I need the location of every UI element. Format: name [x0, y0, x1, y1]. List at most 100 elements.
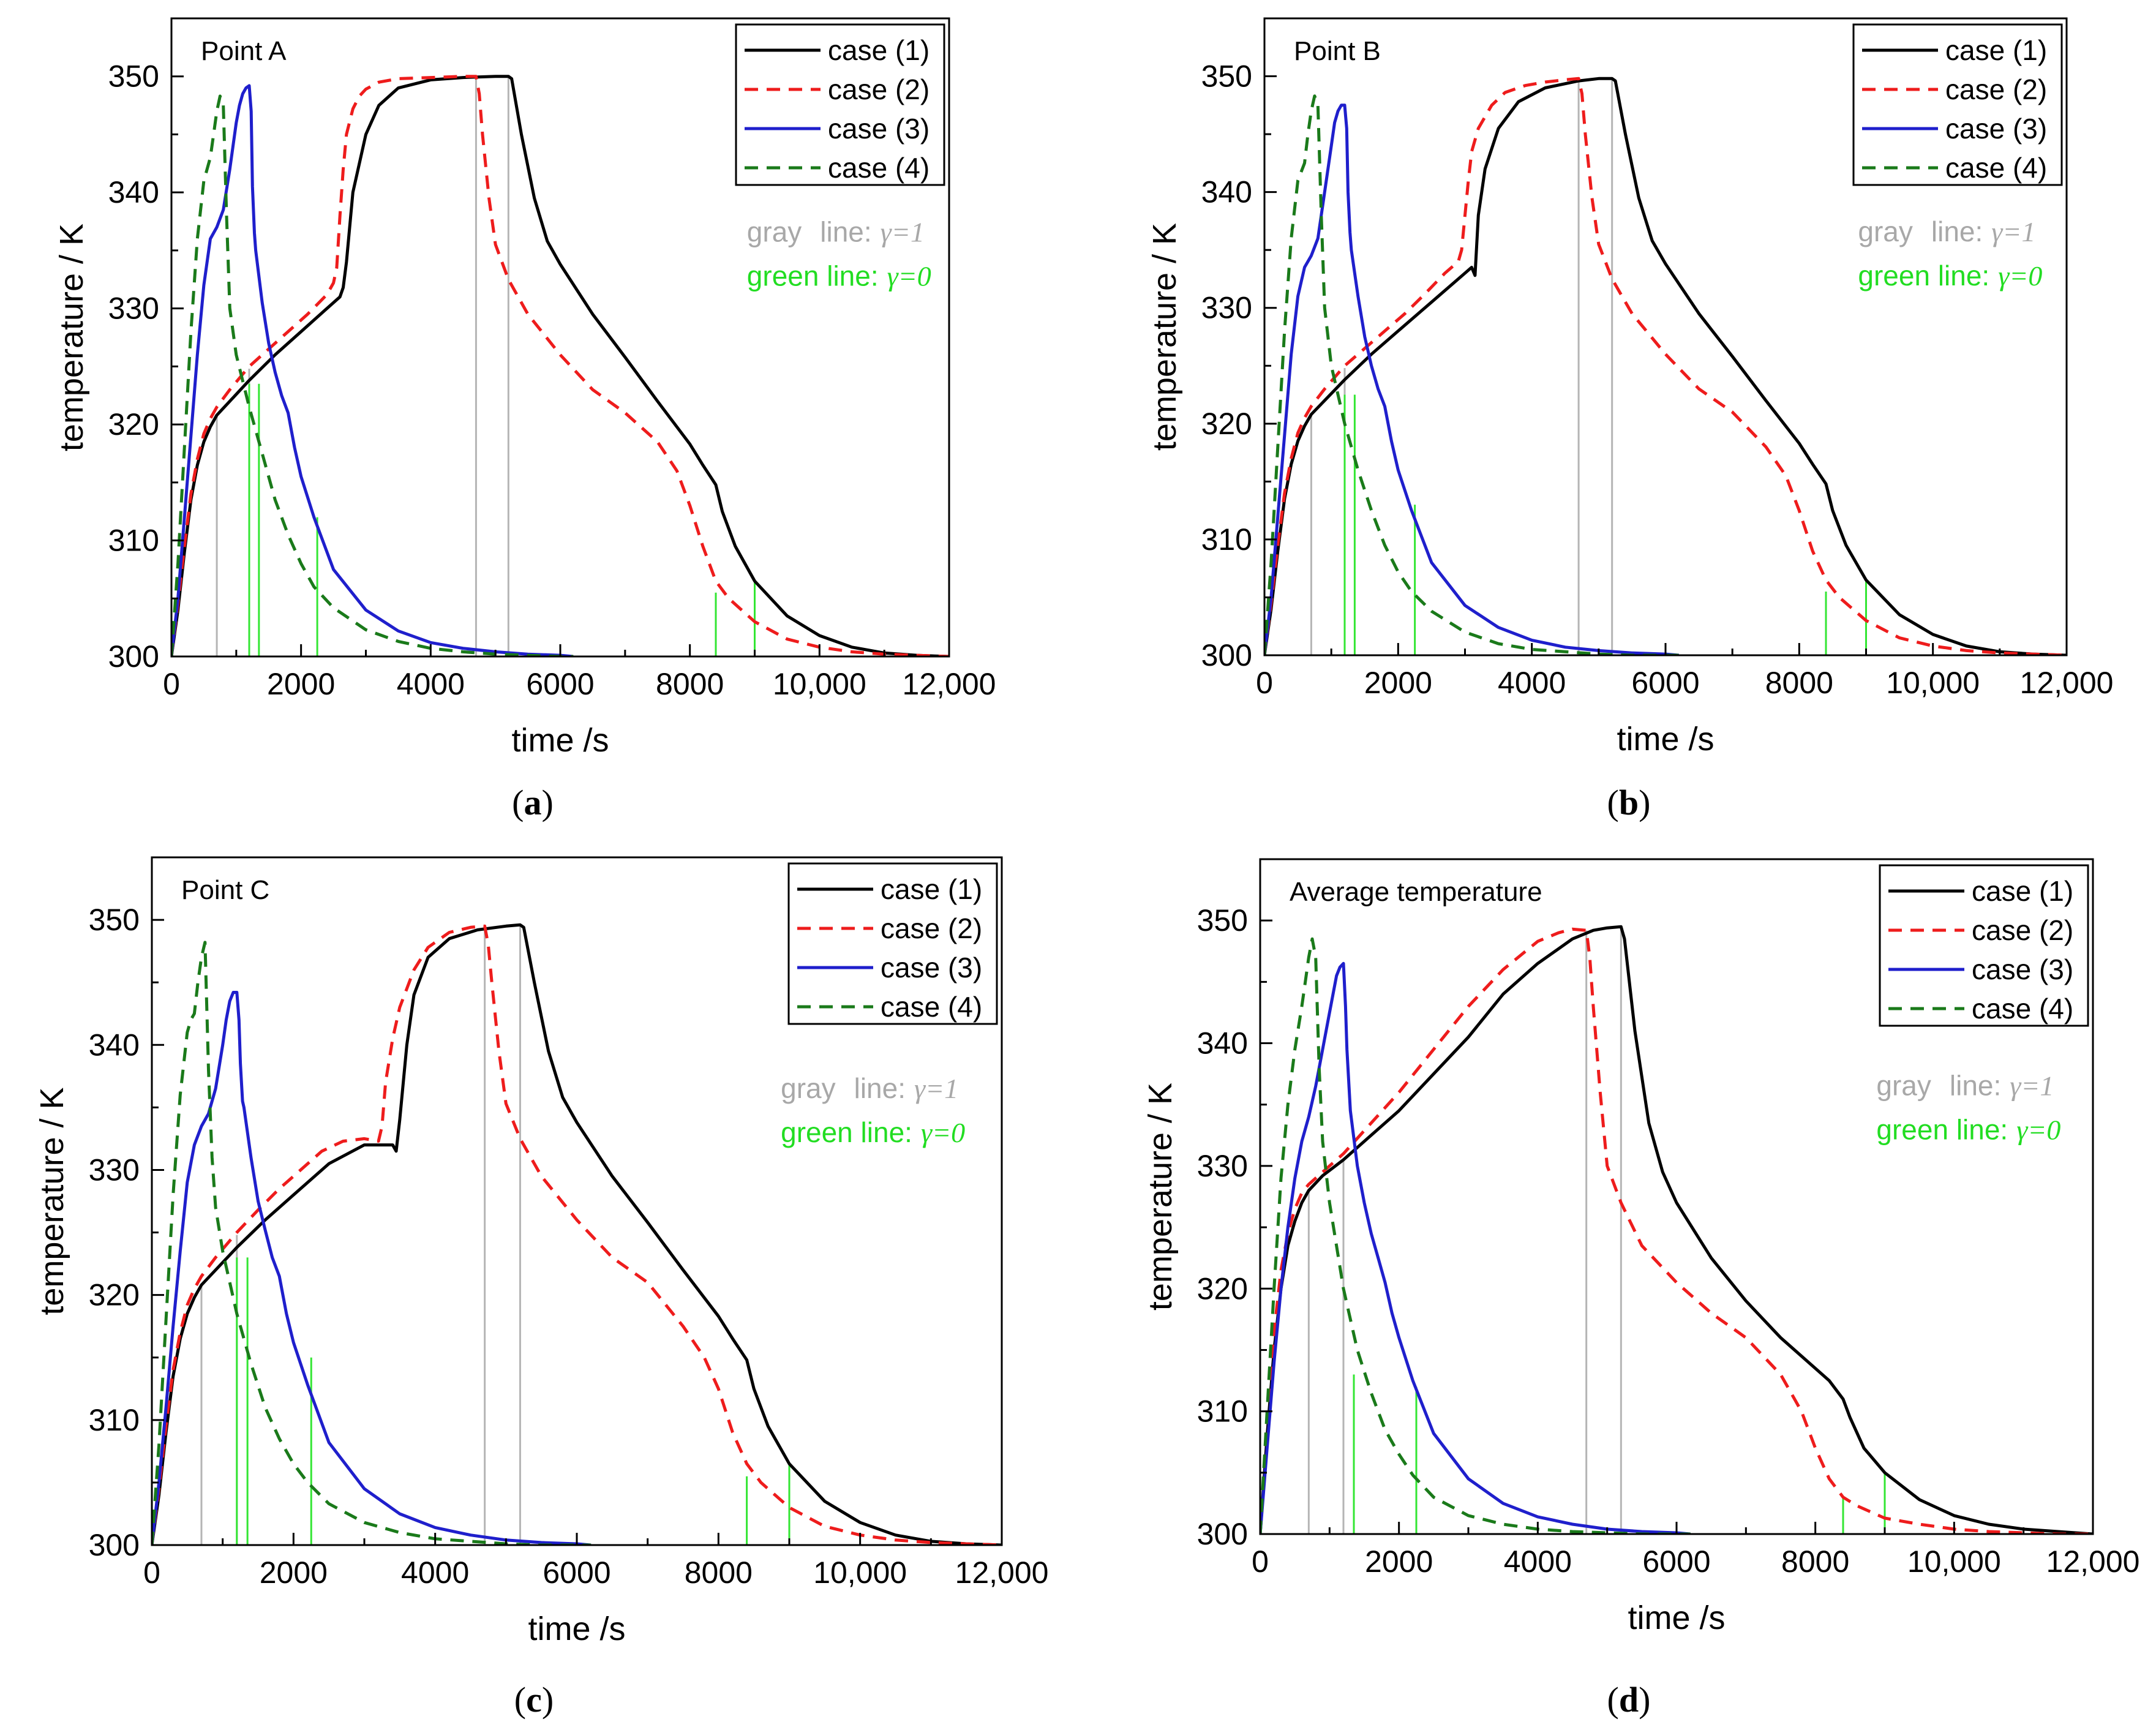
x-tick-label: 10,000 [1907, 1544, 2001, 1579]
x-tick-label: 10,000 [813, 1555, 907, 1590]
x-tick-label: 6000 [1631, 666, 1699, 700]
y-tick-label: 340 [89, 1028, 140, 1062]
panel-letter: (d) [1607, 1680, 1651, 1720]
y-tick-label: 350 [89, 903, 140, 937]
x-tick-label: 6000 [1642, 1544, 1710, 1579]
x-tick-label: 2000 [1365, 1544, 1433, 1579]
legend-label-case-4: case (4) [828, 152, 930, 184]
green-annotation-gamma: γ=0 [1998, 260, 2042, 291]
green-annotation-gamma: γ=0 [921, 1117, 965, 1148]
y-tick-label: 350 [108, 59, 159, 94]
x-tick-label: 2000 [1364, 666, 1432, 700]
chart-title: Average temperature [1290, 877, 1542, 907]
y-tick-label: 350 [1201, 59, 1252, 94]
legend-label-case-1: case (1) [881, 873, 982, 905]
panel-letter: (c) [514, 1680, 554, 1720]
legend-label-case-1: case (1) [828, 34, 930, 66]
legend-label-case-2: case (2) [828, 73, 930, 105]
x-tick-label: 8000 [1765, 666, 1833, 700]
series-line-case-4 [152, 941, 592, 1545]
series-line-case-3 [1264, 103, 1680, 655]
gray-annotation-word: gray [1858, 216, 1912, 247]
green-line-annotation: green line: γ=0 [1876, 1114, 2060, 1146]
y-tick-label: 310 [108, 524, 159, 558]
gray-annotation-line-word: line: [820, 216, 871, 248]
y-axis-title: temperature / K [34, 1087, 70, 1315]
green-annotation-words: green line: [781, 1116, 912, 1148]
y-tick-label: 340 [1201, 175, 1252, 209]
gray-line-annotation: gray line: γ=1 [1876, 1070, 2054, 1102]
y-tick-label: 330 [1197, 1149, 1248, 1183]
x-axis-title: time /s [511, 722, 609, 759]
chart-panel-2: 0 2000 4000 6000 8000 10,000 12,000 300 310 320 33… [1146, 17, 2113, 822]
chart-title: Point B [1294, 36, 1381, 66]
gray-annotation-line-word: line: [1931, 216, 1983, 247]
legend-label-case-2: case (2) [1972, 914, 2073, 946]
series-line-case-1 [1264, 77, 2067, 655]
chart-panel-1: 0 2000 4000 6000 8000 10,000 12,000 300 310 320 33… [53, 17, 996, 822]
green-line-annotation: green line: γ=0 [1858, 260, 2042, 291]
x-tick-label: 8000 [656, 667, 724, 701]
panel-letter: (a) [512, 783, 554, 822]
series-line-case-3 [152, 991, 592, 1545]
series-line-case-1 [152, 923, 1002, 1545]
legend-label-case-4: case (4) [1972, 993, 2073, 1025]
y-tick-label: 340 [108, 175, 159, 209]
gray-line-annotation: gray line: γ=1 [747, 216, 925, 248]
x-tick-label: 8000 [685, 1555, 753, 1590]
series-line-case-4 [1260, 937, 1691, 1534]
y-axis-title: temperature / K [1146, 223, 1183, 451]
x-tick-label: 6000 [543, 1555, 610, 1590]
y-tick-label: 310 [89, 1403, 140, 1437]
y-tick-label: 340 [1197, 1026, 1248, 1061]
green-line-annotation: green line: γ=0 [747, 260, 931, 292]
y-tick-label: 300 [108, 639, 159, 674]
series-line-case-2 [152, 924, 1002, 1545]
y-tick-label: 320 [1197, 1271, 1248, 1306]
x-tick-label: 10,000 [773, 667, 866, 701]
x-tick-label: 12,000 [903, 667, 996, 701]
legend-label-case-3: case (3) [881, 952, 982, 983]
legend-label-case-3: case (3) [828, 113, 930, 145]
y-axis-title: temperature / K [1142, 1083, 1179, 1311]
x-tick-label: 4000 [1504, 1544, 1572, 1579]
series-line-case-3 [171, 84, 574, 656]
x-tick-label: 0 [143, 1555, 160, 1590]
y-tick-label: 310 [1201, 522, 1252, 557]
y-tick-label: 350 [1197, 903, 1248, 938]
series-line-case-3 [1260, 961, 1691, 1534]
x-tick-label: 4000 [397, 667, 465, 701]
legend: case (1) case (2) case (3) case (4) [1879, 864, 2089, 1027]
legend: case (1) case (2) case (3) case (4) [1852, 23, 2063, 186]
x-tick-label: 10,000 [1886, 666, 1980, 700]
legend-label-case-2: case (2) [881, 912, 982, 944]
x-tick-label: 2000 [267, 667, 335, 701]
chart-panel-3: 0 2000 4000 6000 8000 10,000 12,000 300 310 320 33… [34, 856, 1048, 1720]
chart-title: Point A [201, 36, 287, 66]
series-line-case-2 [171, 75, 949, 656]
x-tick-label: 0 [163, 667, 180, 701]
legend-label-case-1: case (1) [1972, 875, 2073, 907]
legend-label-case-3: case (3) [1972, 953, 2073, 985]
y-tick-label: 330 [89, 1153, 140, 1187]
green-line-annotation: green line: γ=0 [781, 1116, 965, 1148]
gray-annotation-word: gray [747, 216, 802, 248]
legend-label-case-3: case (3) [1945, 113, 2047, 145]
x-tick-label: 4000 [401, 1555, 469, 1590]
x-tick-label: 8000 [1781, 1544, 1849, 1579]
chart-title: Point C [181, 875, 269, 905]
series-line-case-4 [171, 94, 574, 656]
gray-annotation-word: gray [781, 1072, 835, 1104]
x-axis-title: time /s [1628, 1600, 1725, 1636]
x-tick-label: 12,000 [2046, 1544, 2140, 1579]
gray-annotation-gamma: γ=1 [914, 1073, 958, 1104]
series-line-case-2 [1264, 77, 2067, 655]
gray-annotation-gamma: γ=1 [881, 217, 925, 248]
green-annotation-words: green line: [1876, 1114, 2008, 1146]
gray-annotation-word: gray [1876, 1070, 1931, 1102]
chart-panel-4: 0 2000 4000 6000 8000 10,000 12,000 300 310 320 33… [1142, 858, 2140, 1720]
y-tick-label: 310 [1197, 1394, 1248, 1429]
gray-line-annotation: gray line: γ=1 [781, 1072, 958, 1104]
series-line-case-1 [171, 75, 949, 656]
